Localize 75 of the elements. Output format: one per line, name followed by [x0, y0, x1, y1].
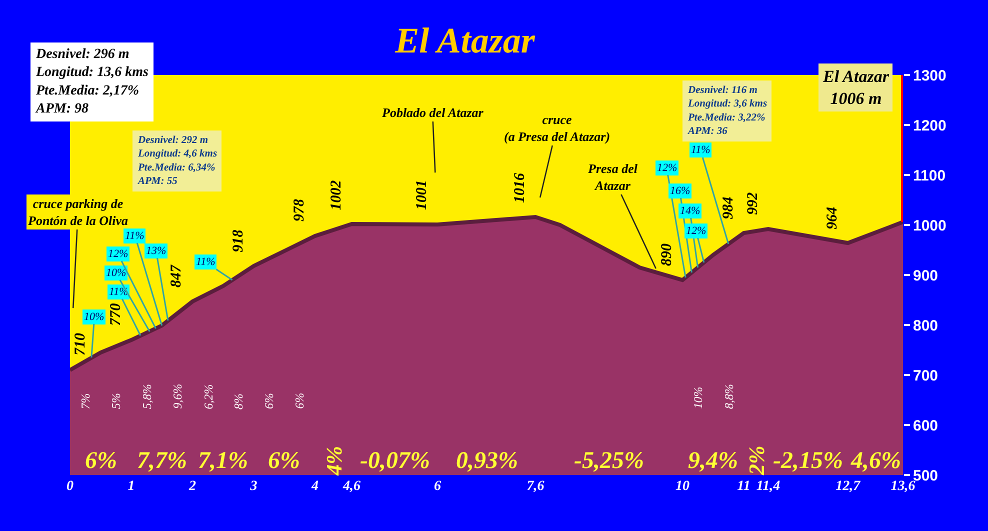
chart-title: El Atazar — [394, 20, 536, 61]
annotation: -2,15% — [773, 448, 843, 474]
data-label: 847 — [168, 264, 184, 288]
annotation: 12% — [108, 248, 128, 260]
x-tick-label: 6 — [434, 479, 441, 494]
ref-line-label: El Atazar 1006 m — [822, 67, 890, 108]
annotation: -5,25% — [574, 448, 644, 474]
annotation: Desnivel: 292 m Longitud: 4,6 kms Pte.Media: 6,34% APM: 55 — [137, 135, 218, 187]
data-label: 1016 — [512, 172, 528, 203]
y-tick-label: 1100 — [913, 167, 946, 184]
x-tick-label: 2 — [188, 479, 196, 494]
annotation: 16% — [670, 185, 690, 197]
y-tick-label: 1200 — [913, 117, 946, 134]
annotation: -0,07% — [360, 448, 430, 474]
x-tick-label: 12,7 — [836, 479, 862, 494]
x-tick-label: 0 — [66, 479, 74, 494]
x-tick-label: 11 — [737, 479, 750, 494]
y-tick-label: 1000 — [913, 217, 946, 234]
annotation: 6% — [85, 448, 117, 474]
annotation: 7,1% — [198, 448, 248, 474]
data-label: 770 — [108, 302, 124, 326]
x-tick-label: 3 — [249, 479, 258, 494]
annotation: 9,4% — [688, 448, 738, 474]
y-tick-label: 1300 — [913, 67, 946, 84]
x-tick-label: 13,6 — [890, 479, 916, 494]
annotation: Desnivel: 116 m Longitud: 3,6 kms Pte.Media: 3,22% APM: 36 — [687, 85, 768, 137]
annotation: 11% — [691, 144, 710, 156]
x-tick-label: 10 — [676, 479, 690, 494]
annotation: 7,7% — [137, 448, 187, 474]
annotation: cruce (a Presa del Atazar) — [504, 112, 610, 144]
x-tick-label: 7,6 — [526, 479, 544, 494]
annotation: 7% — [78, 393, 92, 410]
x-tick-label: 4 — [310, 479, 318, 494]
annotation: 14% — [680, 205, 700, 217]
annotation: 5% — [108, 392, 123, 409]
annotation: 8,8% — [722, 384, 736, 409]
y-tick-label: 900 — [913, 267, 938, 284]
annotation: 6,2% — [201, 384, 216, 410]
x-tick-label: 11,4 — [756, 479, 780, 494]
annotation: 12% — [657, 162, 678, 174]
annotation: 6% — [262, 393, 276, 410]
annotation: 10% — [84, 311, 104, 323]
annotation: 0,93% — [456, 448, 518, 474]
annotation: 4% — [321, 446, 346, 476]
x-tick-label: 1 — [128, 479, 135, 494]
data-label: 992 — [744, 192, 761, 215]
data-label: 710 — [72, 332, 88, 356]
annotation: 10% — [106, 267, 126, 279]
annotation: 10% — [690, 386, 705, 409]
annotation: 11% — [125, 230, 144, 242]
data-label: 918 — [230, 229, 246, 252]
annotation: 11% — [196, 256, 216, 268]
annotation: Poblado del Atazar — [382, 105, 484, 120]
annotation: cruce parking de Pontón de la Oliva — [28, 196, 129, 228]
data-label: 984 — [720, 196, 736, 220]
annotation: 6% — [268, 448, 300, 474]
annotation: 12% — [686, 225, 706, 237]
y-tick-label: 600 — [913, 417, 938, 434]
data-label: 964 — [824, 206, 840, 230]
data-label: 978 — [292, 198, 308, 222]
data-label: 1001 — [414, 180, 430, 210]
annotation: 5,8% — [140, 384, 154, 410]
annotation: 2% — [744, 446, 769, 476]
annotation: 9,6% — [170, 384, 185, 409]
x-tick-label: 4,6 — [342, 479, 360, 494]
annotation: 13% — [146, 245, 166, 257]
annotation: Desnivel: 296 m Longitud: 13,6 kms Pte.Media: 2,17% APM: 98 — [35, 47, 149, 117]
y-tick-label: 700 — [913, 367, 938, 384]
data-label: 1002 — [328, 180, 344, 210]
annotation: 4,6% — [850, 448, 901, 474]
annotation: 8% — [231, 393, 246, 410]
annotation: Presa del Atazar — [588, 161, 638, 193]
annotation: 6% — [292, 392, 307, 409]
data-label: 890 — [659, 243, 675, 266]
y-tick-label: 800 — [913, 317, 938, 334]
